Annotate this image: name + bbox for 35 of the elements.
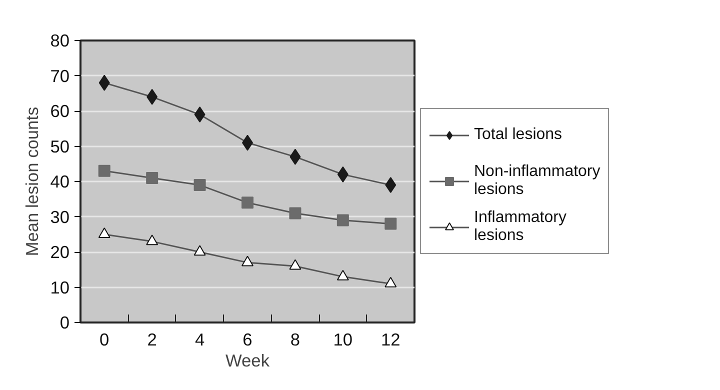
x-tick-label: 12 (381, 330, 400, 350)
x-tick-label: 8 (290, 330, 300, 350)
y-tick-label: 0 (60, 312, 70, 332)
y-tick-label: 40 (50, 172, 70, 192)
y-axis-title: Mean lesion counts (22, 106, 42, 256)
point (336, 270, 349, 280)
point (146, 234, 158, 246)
point (194, 179, 206, 192)
point (289, 207, 302, 220)
y-tick-label: 30 (50, 206, 70, 227)
point (98, 164, 110, 177)
x-tick-label: 4 (194, 330, 205, 350)
x-tick-label: 2 (147, 330, 157, 350)
y-tick-label: 20 (50, 242, 70, 262)
point (146, 172, 158, 184)
x-tick-label: 0 (100, 330, 110, 350)
legend-label: Total lesions (474, 125, 562, 145)
y-tick-label: 70 (50, 66, 70, 86)
x-tick-label: 6 (242, 330, 252, 350)
point (384, 276, 397, 288)
x-axis-title: Week (226, 350, 270, 370)
legend-label: Inflammatory lesions (474, 209, 566, 245)
x-tick-label: 10 (333, 330, 353, 350)
legend-label: Non-inflammatory lesions (474, 163, 600, 199)
point (289, 259, 302, 270)
y-tick-label: 10 (50, 277, 70, 298)
point (336, 214, 349, 226)
point (242, 196, 254, 209)
point (384, 218, 397, 230)
y-tick-label: 80 (50, 30, 70, 50)
point (98, 228, 110, 238)
y-tick-label: 60 (50, 101, 70, 121)
point (242, 256, 254, 266)
y-tick-label: 50 (50, 136, 70, 156)
point (194, 245, 206, 256)
